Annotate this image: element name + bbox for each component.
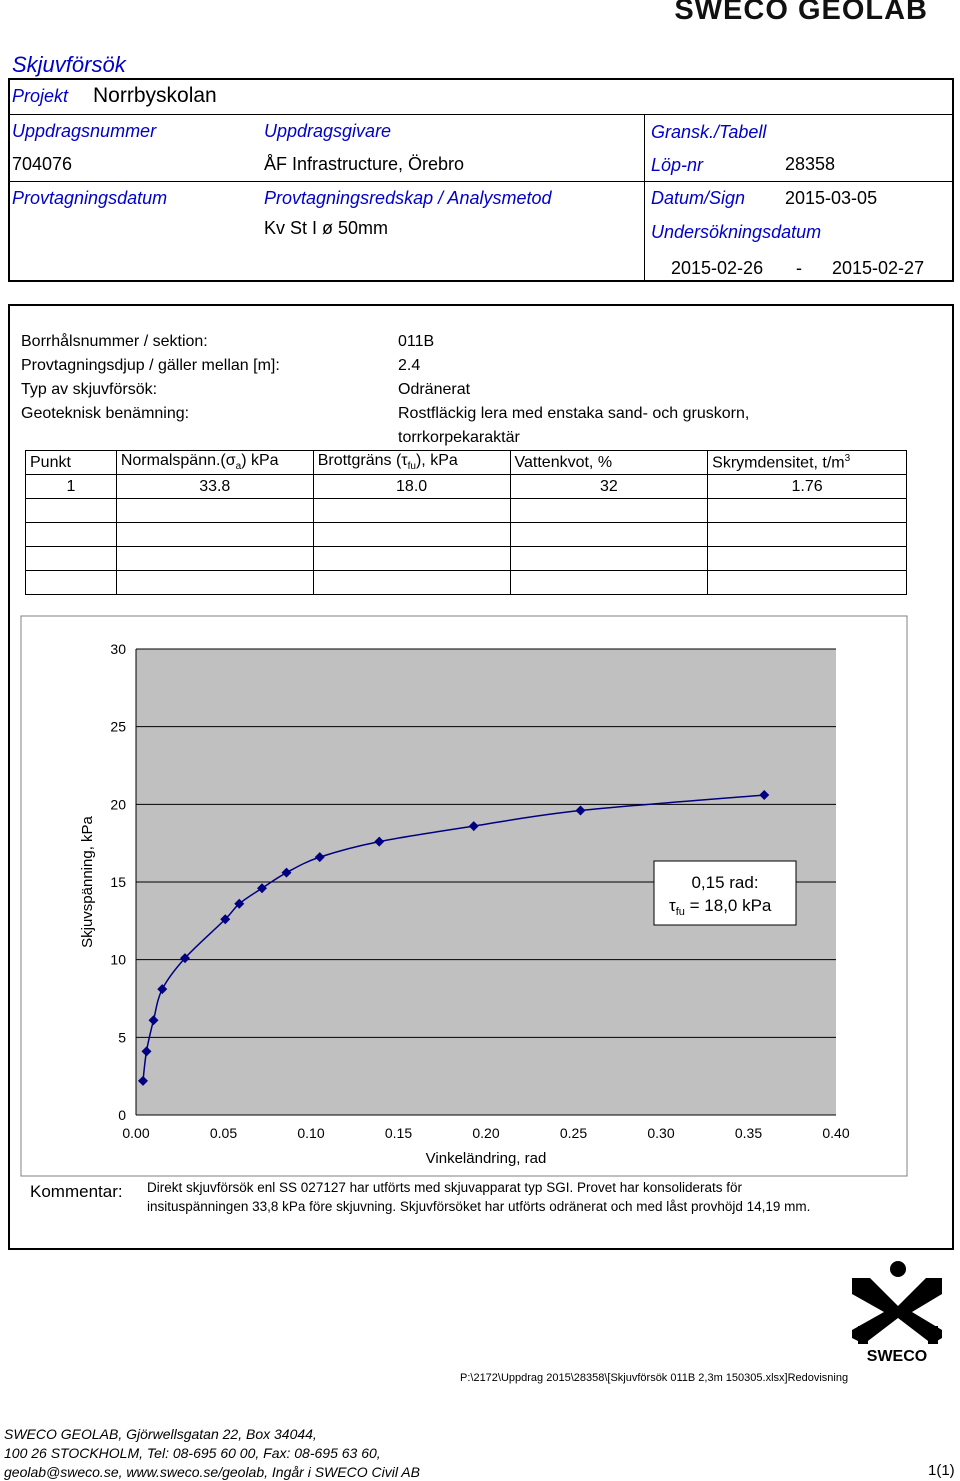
typ-label: Typ av skjuvförsök: (21, 381, 158, 398)
table-row (25, 546, 907, 571)
y-axis-label: Skjuvspänning, kPa (79, 815, 96, 947)
col-vattenkvot: Vattenkvot, % (509, 450, 709, 475)
data-point (314, 852, 325, 863)
redskap-value: Kv St I ø 50mm (264, 218, 389, 238)
borrhal-label: Borrhålsnummer / sektion: (21, 333, 208, 350)
uppdragsnummer-label: Uppdragsnummer (12, 121, 157, 141)
x-tick-label: 0.30 (647, 1125, 674, 1141)
data-point (234, 898, 245, 909)
lopnr-label: Löp-nr (651, 155, 704, 175)
shear-chart: 0 5 10 15 20 25 30 0.00 0.05 0.10 0.15 0.20 0.25 0.30… (20, 615, 908, 1177)
sweco-logo: SWECO (852, 1261, 942, 1364)
table-row (25, 522, 907, 547)
projekt-value: Norrbyskolan (93, 84, 217, 107)
data-point (141, 1046, 152, 1057)
logo-text: SWECO (867, 1348, 927, 1364)
uppdragsgivare-value: ÅF Infrastructure, Örebro (264, 154, 465, 174)
annotation-line-2: τfu = 18,0 kPa (669, 896, 772, 918)
provtagningsdatum-label: Provtagningsdatum (12, 188, 168, 208)
col-punkt: Punkt (25, 450, 117, 475)
x-tick-label: 0.25 (560, 1125, 587, 1141)
gransk-label: Gransk./Tabell (651, 122, 767, 142)
x-tick-label: 0.35 (735, 1125, 762, 1141)
results-table: Punkt Normalspänn.(σa) kPa Brottgräns (τ… (25, 450, 907, 595)
benamning-value-1: Rostfläckig lera med enstaka sand- och g… (398, 405, 750, 422)
data-point (759, 790, 770, 801)
undersokning-label: Undersökningsdatum (651, 222, 822, 242)
x-axis-label: Vinkeländring, rad (426, 1150, 547, 1167)
table-row (25, 570, 907, 595)
uppdragsgivare-label: Uppdragsgivare (264, 121, 392, 141)
chart-annotation: 0,15 rad: τfu = 18,0 kPa (653, 860, 797, 926)
x-tick-label: 0.20 (472, 1125, 499, 1141)
y-tick-label: 0 (118, 1107, 126, 1123)
data-point (148, 1015, 159, 1026)
kommentar-line-2: insituspänningen 33,8 kPa före skjuvning… (147, 1199, 811, 1214)
x-tick-label: 0.15 (385, 1125, 412, 1141)
y-tick-label: 30 (110, 641, 126, 657)
data-point (575, 805, 586, 816)
y-tick-label: 20 (110, 796, 126, 812)
col-brottgrans: Brottgräns (τfu), kPa (312, 450, 511, 475)
projekt-label: Projekt (12, 86, 69, 106)
lopnr-value: 28358 (785, 154, 836, 174)
document-title: Skjuvförsök (12, 52, 126, 77)
annotation-line-1: 0,15 rad: (691, 873, 758, 892)
page-number: 1(1) (928, 1462, 955, 1479)
table-row: 1 33.8 18.0 32 1.76 (25, 474, 907, 499)
undersokning-to: 2015-02-27 (832, 258, 925, 278)
footer-line-2: 100 26 STOCKHOLM, Tel: 08-695 60 00, Fax… (4, 1445, 381, 1461)
data-point (220, 914, 231, 925)
kommentar-label: Kommentar: (30, 1182, 123, 1201)
data-point (257, 883, 267, 894)
main-box (8, 304, 954, 1250)
table-row (25, 498, 907, 523)
borrhal-value: 011B (398, 333, 435, 350)
undersokning-dash: - (796, 258, 802, 278)
y-tick-label: 10 (110, 952, 126, 968)
y-tick-label: 25 (110, 719, 126, 735)
brand-title: SWECO GEOLAB (674, 0, 928, 26)
benamning-value-2: torrkorpekaraktär (398, 429, 520, 446)
benamning-label: Geoteknisk benämning: (21, 405, 190, 422)
file-path: P:\2172\Uppdrag 2015\28358\[Skjuvförsök … (460, 1372, 849, 1384)
table-header-row: Punkt Normalspänn.(σa) kPa Brottgräns (τ… (25, 450, 907, 475)
kommentar-line-1: Direkt skjuvförsök enl SS 027127 har utf… (147, 1180, 743, 1195)
data-point (374, 836, 385, 847)
djup-value: 2.4 (398, 357, 421, 374)
col-normalspanning: Normalspänn.(σa) kPa (115, 450, 314, 475)
footer-line-3: geolab@sweco.se, www.sweco.se/geolab, In… (4, 1464, 420, 1480)
typ-value: Odränerat (398, 381, 471, 398)
col-skrymdensitet: Skrymdensitet, t/m3 (707, 450, 907, 475)
x-tick-label: 0.10 (297, 1125, 324, 1141)
y-tick-label: 5 (118, 1029, 126, 1045)
undersokning-from: 2015-02-26 (671, 258, 764, 278)
data-point (157, 984, 168, 995)
redskap-label: Provtagningsredskap / Analysmetod (264, 188, 552, 208)
x-tick-label: 0.00 (122, 1125, 149, 1141)
header-box (8, 78, 954, 282)
x-tick-label: 0.40 (822, 1125, 849, 1141)
djup-label: Provtagningsdjup / gäller mellan [m]: (21, 357, 280, 374)
datum-sign-value: 2015-03-05 (785, 188, 878, 208)
data-point (281, 867, 292, 878)
y-tick-label: 15 (110, 874, 126, 890)
datum-sign-label: Datum/Sign (651, 188, 746, 208)
data-point (180, 953, 190, 964)
x-tick-label: 0.05 (210, 1125, 237, 1141)
footer-line-1: SWECO GEOLAB, Gjörwellsgatan 22, Box 340… (4, 1426, 317, 1442)
data-point (468, 821, 479, 832)
uppdragsnummer-value: 704076 (12, 154, 73, 174)
data-point (138, 1075, 148, 1086)
